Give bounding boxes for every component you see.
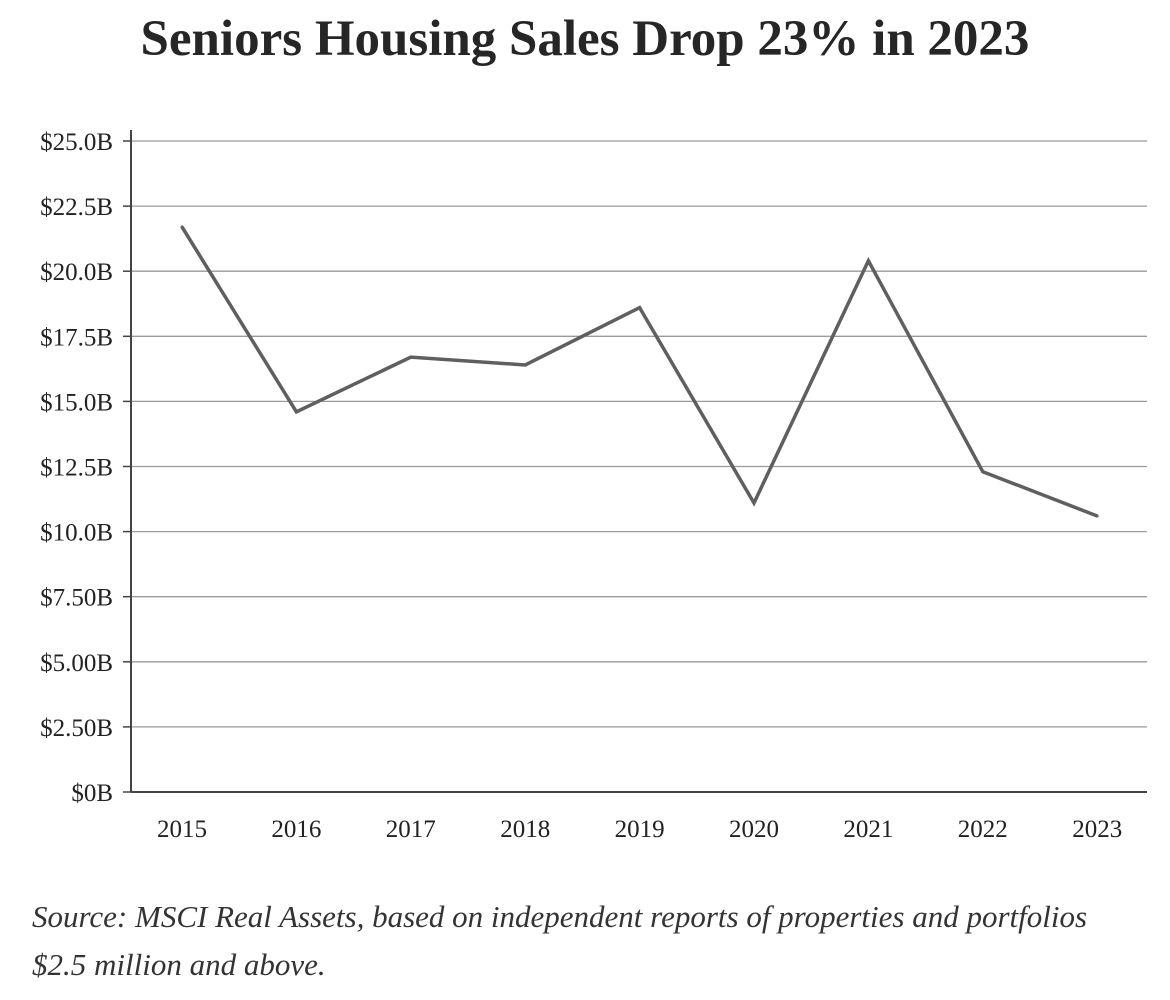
y-tick-label: $20.0B [40, 259, 113, 286]
data-point [752, 501, 756, 505]
data-point [981, 470, 985, 474]
data-point [409, 355, 413, 359]
x-tick-label: 2019 [615, 816, 665, 843]
y-tick-label: $22.5B [40, 194, 113, 221]
x-tick-label: 2020 [729, 816, 779, 843]
line-chart: $0B $2.50B $5.00B $7.50B $10.0B $12.5B $15.0B $… [40, 129, 1147, 843]
x-tick-label: 2021 [843, 816, 893, 843]
chart-title: Seniors Housing Sales Drop 23% in 2023 [140, 11, 1030, 67]
data-point [1095, 514, 1099, 518]
source-note: Source: MSCI Real Assets, based on indep… [32, 899, 1088, 982]
x-tick-label: 2015 [157, 816, 207, 843]
data-point [638, 306, 642, 310]
y-tick-label: $0B [71, 780, 113, 807]
y-tick-label: $25.0B [40, 129, 113, 156]
data-point [523, 363, 527, 367]
x-tick-label: 2017 [386, 816, 436, 843]
x-tick-label: 2023 [1072, 816, 1122, 843]
y-tick-label: $17.5B [40, 324, 113, 351]
x-tick-label: 2016 [271, 816, 321, 843]
x-tick-label: 2022 [958, 816, 1008, 843]
data-point [294, 410, 298, 414]
series-line [180, 226, 1098, 518]
y-tick-label: $15.0B [40, 389, 113, 416]
y-tick-label: $2.50B [40, 715, 113, 742]
data-point [866, 259, 870, 263]
y-tick-label: $10.0B [40, 520, 113, 547]
x-tick-label: 2018 [500, 816, 550, 843]
y-tick-label: $5.00B [40, 650, 113, 677]
y-tick-label: $12.5B [40, 455, 113, 482]
y-tick-label: $7.50B [40, 585, 113, 612]
data-point [180, 225, 184, 229]
